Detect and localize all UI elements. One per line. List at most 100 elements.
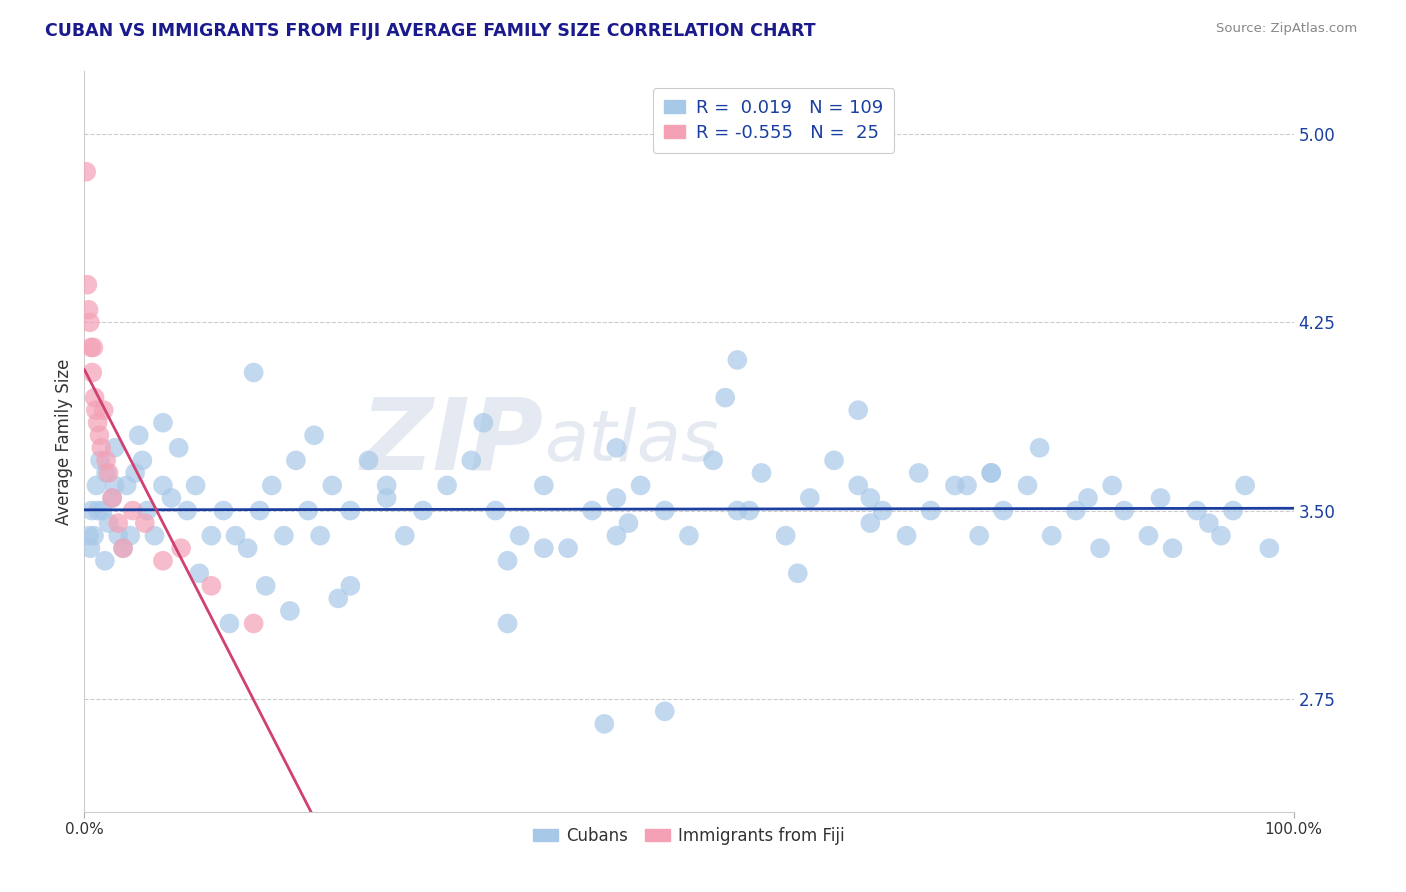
Point	[980, 466, 1002, 480]
Point	[357, 453, 380, 467]
Point	[943, 478, 966, 492]
Point	[1185, 503, 1208, 517]
Point	[91, 503, 114, 517]
Point	[278, 604, 301, 618]
Point	[533, 478, 555, 492]
Point	[1088, 541, 1111, 556]
Point	[143, 529, 166, 543]
Point	[131, 453, 153, 467]
Point	[136, 503, 159, 517]
Point	[115, 478, 138, 492]
Point	[104, 478, 127, 492]
Point	[79, 315, 101, 329]
Point	[321, 842, 343, 856]
Point	[846, 478, 869, 492]
Point	[152, 416, 174, 430]
Point	[993, 503, 1015, 517]
Point	[593, 717, 616, 731]
Point	[82, 340, 104, 354]
Point	[160, 491, 183, 505]
Point	[200, 529, 222, 543]
Point	[89, 428, 111, 442]
Point	[1017, 478, 1039, 492]
Point	[218, 616, 240, 631]
Point	[86, 478, 108, 492]
Point	[605, 441, 627, 455]
Point	[167, 441, 190, 455]
Point	[605, 491, 627, 505]
Text: Source: ZipAtlas.com: Source: ZipAtlas.com	[1216, 22, 1357, 36]
Point	[328, 591, 350, 606]
Point	[90, 441, 112, 455]
Point	[786, 566, 808, 581]
Point	[702, 453, 724, 467]
Point	[80, 340, 103, 354]
Point	[97, 516, 120, 530]
Point	[920, 503, 942, 517]
Point	[242, 616, 264, 631]
Legend: Cubans, Immigrants from Fiji: Cubans, Immigrants from Fiji	[526, 820, 852, 852]
Point	[617, 516, 640, 530]
Text: CUBAN VS IMMIGRANTS FROM FIJI AVERAGE FAMILY SIZE CORRELATION CHART: CUBAN VS IMMIGRANTS FROM FIJI AVERAGE FA…	[45, 22, 815, 40]
Point	[285, 453, 308, 467]
Point	[104, 441, 127, 455]
Point	[678, 529, 700, 543]
Point	[97, 466, 120, 480]
Point	[107, 529, 129, 543]
Point	[83, 529, 105, 543]
Point	[823, 453, 845, 467]
Point	[176, 503, 198, 517]
Point	[859, 516, 882, 530]
Point	[725, 353, 748, 368]
Point	[188, 566, 211, 581]
Point	[1064, 503, 1087, 517]
Point	[1101, 478, 1123, 492]
Point	[1222, 503, 1244, 517]
Point	[260, 478, 283, 492]
Text: ZIP: ZIP	[361, 393, 544, 490]
Point	[124, 466, 146, 480]
Point	[412, 503, 434, 517]
Point	[1114, 503, 1136, 517]
Point	[79, 541, 101, 556]
Point	[557, 541, 579, 556]
Point	[86, 503, 108, 517]
Point	[872, 503, 894, 517]
Point	[80, 503, 103, 517]
Point	[128, 428, 150, 442]
Point	[184, 478, 207, 492]
Point	[907, 466, 929, 480]
Point	[101, 491, 124, 505]
Point	[1040, 529, 1063, 543]
Point	[84, 403, 107, 417]
Text: atlas: atlas	[544, 407, 718, 476]
Point	[484, 503, 506, 517]
Point	[799, 491, 821, 505]
Point	[725, 503, 748, 517]
Point	[339, 579, 361, 593]
Point	[93, 403, 115, 417]
Point	[200, 579, 222, 593]
Point	[1234, 478, 1257, 492]
Point	[309, 529, 332, 543]
Point	[630, 478, 652, 492]
Point	[859, 491, 882, 505]
Point	[460, 453, 482, 467]
Y-axis label: Average Family Size: Average Family Size	[55, 359, 73, 524]
Point	[654, 503, 676, 517]
Point	[436, 478, 458, 492]
Point	[605, 529, 627, 543]
Point	[249, 503, 271, 517]
Point	[339, 503, 361, 517]
Point	[86, 416, 108, 430]
Point	[509, 529, 531, 543]
Point	[112, 541, 135, 556]
Point	[94, 466, 117, 480]
Point	[1161, 541, 1184, 556]
Point	[1209, 529, 1232, 543]
Point	[134, 516, 156, 530]
Point	[94, 554, 117, 568]
Point	[1149, 491, 1171, 505]
Point	[738, 503, 761, 517]
Point	[121, 503, 143, 517]
